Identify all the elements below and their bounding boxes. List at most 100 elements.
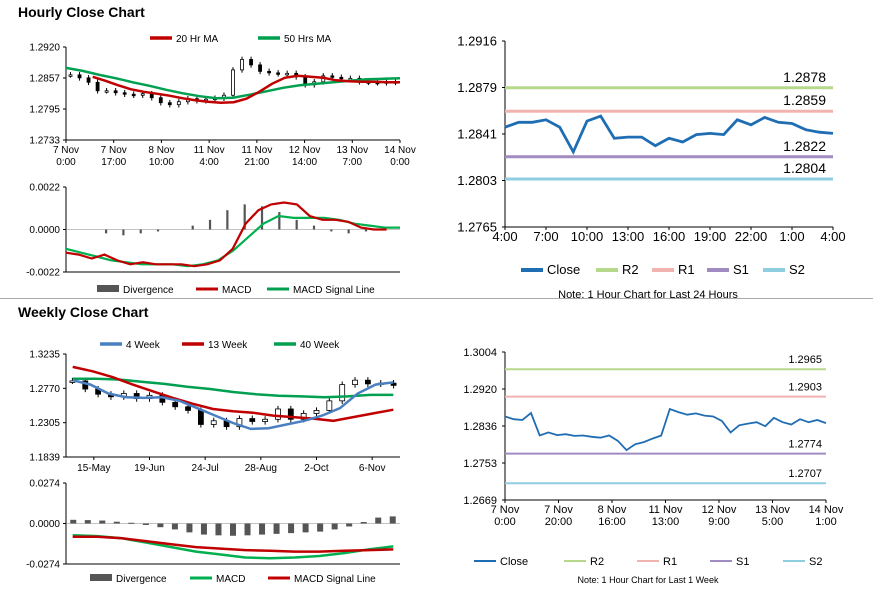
weekly-price-x-tick-label: 28-Aug xyxy=(245,463,277,474)
hourly-levels-y-tick-label: 1.2803 xyxy=(457,173,497,188)
weekly-levels-legend-label: S2 xyxy=(809,556,822,568)
weekly-levels-legend-label: Close xyxy=(500,556,528,568)
weekly-macd-divergence-bar xyxy=(288,523,295,534)
weekly-macd-y-tick-label: -0.0274 xyxy=(26,560,60,571)
weekly-price-13wk-line xyxy=(72,365,394,423)
weekly-price-legend-label: 13 Week xyxy=(208,340,248,351)
hourly-macd-y-tick-label: 0.0000 xyxy=(29,225,60,236)
hourly-levels-x-tick-label: 10:00 xyxy=(571,229,604,244)
hourly-price-legend-label: 50 Hrs MA xyxy=(284,34,332,45)
weekly-macd-y-tick-label: 0.0000 xyxy=(29,519,60,530)
weekly-price-y-tick-label: 1.1839 xyxy=(29,453,60,464)
hourly-price-x-tick-label: 17:00 xyxy=(101,157,126,168)
hourly-levels-close-line xyxy=(504,114,834,156)
weekly-macd-divergence-bar xyxy=(215,523,222,536)
weekly-price-candle xyxy=(262,418,269,422)
hourly-price-candle xyxy=(131,93,136,97)
hourly-price-x-tick-label: 12 Nov xyxy=(289,145,321,156)
weekly-macd-divergence-bar xyxy=(171,523,178,530)
weekly-price-x-tick-label: 24-Jul xyxy=(192,463,219,474)
hourly-levels-y-tick-label: 1.2916 xyxy=(457,34,497,49)
weekly-levels-x-tick-label: 12 Nov xyxy=(702,504,737,516)
hourly-price-x-tick-label: 10:00 xyxy=(149,157,174,168)
hourly-price-legend-label: 20 Hr MA xyxy=(176,34,219,45)
weekly-levels-note: Note: 1 Hour Chart for Last 1 Week xyxy=(578,575,719,585)
hourly-levels-legend-label: S1 xyxy=(733,262,749,277)
hourly-price-candle xyxy=(240,59,244,71)
weekly-levels-close-line xyxy=(504,407,827,452)
weekly-price-candle xyxy=(364,379,371,385)
weekly-macd-divergence-bar xyxy=(142,523,149,525)
weekly-levels-x-tick-label: 14 Nov xyxy=(809,504,844,516)
weekly-macd-divergence-bar xyxy=(331,523,338,530)
hourly-price-x-tick-label: 8 Nov xyxy=(148,145,174,156)
hourly-levels-x-tick-label: 13:00 xyxy=(612,229,645,244)
weekly-levels-x-tick-label: 1:00 xyxy=(815,516,836,528)
hourly-levels-legend-label: R2 xyxy=(622,262,639,277)
hourly-price-candle xyxy=(113,90,118,94)
weekly-price-candle xyxy=(352,379,358,386)
weekly-macd-divergence-bar xyxy=(230,523,236,536)
weekly-levels-legend-label: R1 xyxy=(663,556,677,568)
hourly-macd-y-tick-label: 0.0022 xyxy=(29,183,60,194)
weekly-macd-divergence-bar xyxy=(244,523,251,536)
hourly-macd-macd-line xyxy=(65,201,387,268)
weekly-price-x-tick-label: 15-May xyxy=(77,463,110,474)
weekly-levels-y-tick-label: 1.2669 xyxy=(463,495,497,507)
weekly-price-y-tick-label: 1.3235 xyxy=(29,350,60,361)
weekly-levels-x-tick-label: 16:00 xyxy=(598,516,626,528)
weekly-price-y-tick-label: 1.2305 xyxy=(29,418,60,429)
weekly-price-candle xyxy=(313,410,320,414)
hourly-price-candle xyxy=(285,72,290,76)
hourly-price-y-tick-label: 1.2920 xyxy=(29,43,60,54)
weekly-levels-r2-label: 1.2965 xyxy=(788,354,822,366)
hourly-macd-legend-label: MACD Signal Line xyxy=(293,285,375,296)
weekly-levels-x-tick-label: 7 Nov xyxy=(491,504,520,516)
hourly-price-x-tick-label: 0:00 xyxy=(390,157,410,168)
hourly-levels-x-tick-label: 1:00 xyxy=(779,229,804,244)
hourly-levels-legend-label: S2 xyxy=(789,262,805,277)
hourly-levels-s2-label: 1.2804 xyxy=(783,160,826,176)
hourly-levels-legend-label: Close xyxy=(547,262,580,277)
weekly-macd-legend-label: Divergence xyxy=(116,574,167,585)
hourly-price-candle xyxy=(140,93,145,96)
hourly-price-candle xyxy=(231,69,235,96)
section-divider xyxy=(0,298,873,299)
hourly-levels-x-tick-label: 22:00 xyxy=(735,229,768,244)
weekly-levels-x-tick-label: 8 Nov xyxy=(598,504,627,516)
hourly-price-candle xyxy=(86,77,91,83)
hourly-levels-x-tick-label: 16:00 xyxy=(653,229,686,244)
hourly-price-y-tick-label: 1.2857 xyxy=(29,74,60,85)
hourly-price-candle xyxy=(95,81,100,92)
weekly-macd-legend-label: MACD xyxy=(216,574,245,585)
weekly-price-x-tick-label: 6-Nov xyxy=(359,463,386,474)
hourly-price-candle xyxy=(267,70,272,74)
hourly-price-x-tick-label: 11 Nov xyxy=(241,145,272,156)
hourly-levels-note: Note: 1 Hour Chart for Last 24 Hours xyxy=(558,289,738,301)
weekly-section-title: Weekly Close Chart xyxy=(18,304,149,320)
weekly-macd-divergence-bar xyxy=(186,523,193,533)
weekly-macd-divergence-bar xyxy=(113,521,120,524)
hourly-price-candle xyxy=(158,97,163,104)
hourly-price-x-tick-label: 7:00 xyxy=(343,157,363,168)
weekly-levels-x-tick-label: 20:00 xyxy=(545,516,573,528)
weekly-price-candle xyxy=(185,406,191,411)
hourly-macd-legend-label: Divergence xyxy=(123,285,174,296)
weekly-macd-legend-swatch xyxy=(90,574,112,581)
weekly-price-candle xyxy=(172,401,179,408)
hourly-price-x-tick-label: 0:00 xyxy=(56,157,76,168)
hourly-price-candle xyxy=(249,59,253,66)
hourly-price-x-tick-label: 7 Nov xyxy=(101,145,127,156)
weekly-macd-divergence-bar xyxy=(375,517,382,524)
weekly-price-x-tick-label: 19-Jun xyxy=(134,463,165,474)
hourly-price-candle xyxy=(339,76,344,80)
weekly-price-candle xyxy=(339,384,346,402)
hourly-section-title: Hourly Close Chart xyxy=(18,4,145,20)
hourly-price-x-tick-label: 7 Nov xyxy=(53,145,79,156)
weekly-levels-x-tick-label: 5:00 xyxy=(762,516,783,528)
hourly-price-ma20-line xyxy=(92,74,400,104)
hourly-levels-s1-label: 1.2822 xyxy=(783,138,826,154)
weekly-price-4wk-line xyxy=(72,378,394,431)
weekly-levels-r1-label: 1.2903 xyxy=(788,382,822,394)
